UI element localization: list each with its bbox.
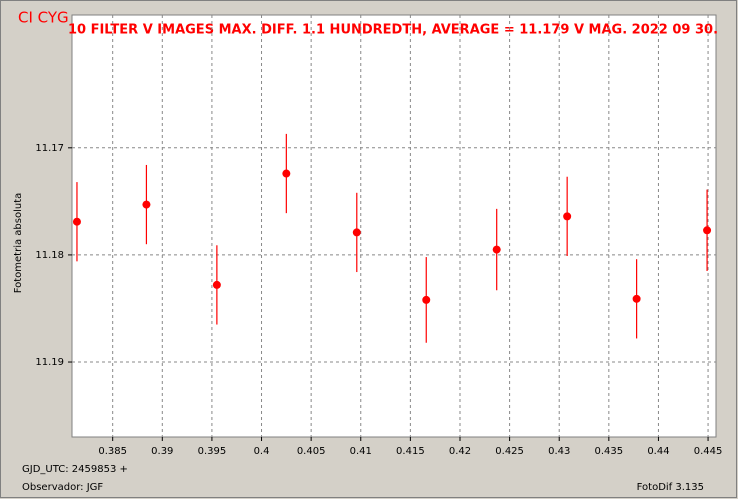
data-point: [72, 217, 81, 226]
x-tick-label: 0.425: [495, 446, 524, 457]
x-tick-label: 0.385: [98, 446, 127, 457]
data-point: [632, 294, 641, 303]
x-tick-label: 0.44: [647, 446, 669, 457]
data-point: [563, 212, 572, 221]
x-tick-label: 0.43: [548, 446, 570, 457]
y-tick-label: 11.18: [35, 250, 64, 261]
software: FotoDif 3.135: [637, 482, 704, 493]
data-point: [142, 200, 151, 209]
x-tick-label: 0.39: [151, 446, 173, 457]
y-tick-label: 11.17: [35, 143, 64, 154]
x-tick-label: 0.415: [396, 446, 425, 457]
x-tick-label: 0.42: [449, 446, 471, 457]
chart-title: 10 FILTER V IMAGES MAX. DIFF. 1.1 HUNDRE…: [68, 23, 718, 38]
x-tick-label: 0.435: [595, 446, 624, 457]
data-point: [703, 226, 712, 235]
x-tick-label: 0.4: [254, 446, 270, 457]
x-tick-label: 0.445: [694, 446, 723, 457]
x-tick-label: 0.41: [350, 446, 372, 457]
y-axis-label: Fotometria absoluta: [13, 193, 24, 294]
star-label: CI CYG: [18, 9, 69, 27]
x-axis-label: GJD_UTC: 2459853 +: [22, 464, 128, 475]
data-point: [282, 169, 291, 178]
data-point: [352, 228, 361, 237]
y-tick-label: 11.19: [35, 357, 64, 368]
data-point: [212, 280, 221, 289]
x-tick-label: 0.395: [198, 446, 227, 457]
x-tick-label: 0.405: [297, 446, 326, 457]
observer: Observador: JGF: [22, 482, 103, 493]
data-point: [422, 295, 431, 304]
data-point: [492, 245, 501, 254]
plot-area: [71, 14, 717, 438]
